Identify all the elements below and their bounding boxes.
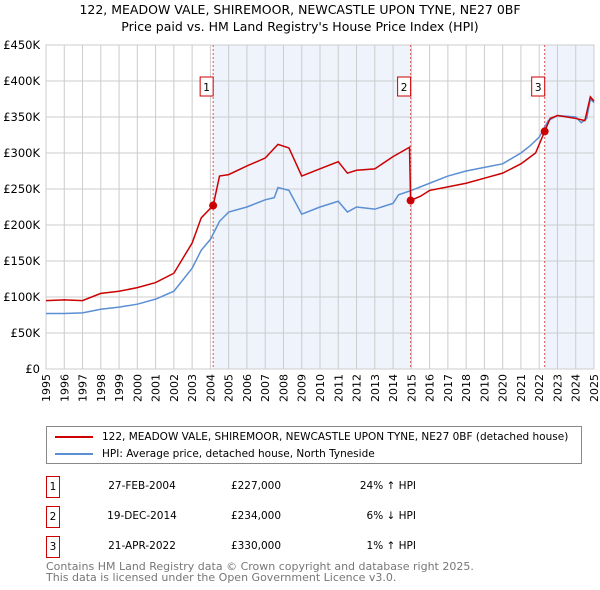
x-tick-label: 2012 [351, 374, 364, 402]
x-tick-label: 1996 [58, 374, 71, 402]
x-tick-label: 2017 [442, 374, 455, 402]
transaction-number: 1 [46, 476, 60, 498]
x-tick-label: 2023 [551, 374, 564, 402]
legend-label: 122, MEADOW VALE, SHIREMOOR, NEWCASTLE U… [102, 431, 569, 443]
transaction-date: 27-FEB-2004 [108, 480, 176, 492]
x-tick-label: 1998 [95, 374, 108, 402]
x-tick-label: 2002 [168, 374, 181, 402]
sale-label: 1 [203, 82, 210, 94]
legend-label: HPI: Average price, detached house, Nort… [102, 448, 375, 460]
x-tick-label: 2014 [387, 374, 400, 402]
x-tick-label: 2011 [332, 374, 345, 402]
footer-copyright: Contains HM Land Registry data © Crown c… [46, 560, 474, 573]
transaction-hpi-delta: 1% ↑ HPI [366, 540, 416, 552]
y-tick-label: £0 [25, 362, 40, 376]
x-tick-label: 2016 [424, 374, 437, 402]
sale-label-box [397, 76, 412, 97]
transaction-hpi-delta: 6% ↓ HPI [366, 510, 416, 522]
legend-swatch-red [55, 436, 93, 438]
x-tick-label: 2013 [369, 374, 382, 402]
x-tick-label: 2020 [497, 374, 510, 402]
x-tick-label: 2009 [296, 374, 309, 402]
y-tick-label: £450K [3, 38, 40, 52]
sale-label-box [199, 76, 214, 97]
transaction-hpi-delta: 24% ↑ HPI [359, 480, 416, 492]
x-tick-label: 2005 [223, 374, 236, 402]
transaction-number: 3 [46, 536, 60, 558]
plot-frame [45, 44, 595, 370]
sale-label-box [531, 76, 546, 97]
price-chart: 1995 1996 1997 1998 1999 2000 2001 2002 2003 2004… [3, 38, 600, 402]
x-tick-label: 2025 [588, 374, 600, 402]
x-tick-label: 2001 [150, 374, 163, 402]
x-tick-label: 2010 [314, 374, 327, 402]
sale-point [540, 127, 549, 136]
x-tick-label: 2024 [570, 374, 583, 402]
transaction-date: 21-APR-2022 [108, 540, 176, 552]
legend: 122, MEADOW VALE, SHIREMOOR, NEWCASTLE U… [46, 426, 582, 464]
legend-item-property: 122, MEADOW VALE, SHIREMOOR, NEWCASTLE U… [55, 429, 568, 445]
y-tick-label: £100K [3, 290, 40, 304]
x-tick-label: 1995 [40, 374, 53, 402]
x-tick-label: 1997 [77, 374, 90, 402]
x-tick-label: 2022 [533, 374, 546, 402]
sale-label: 2 [401, 82, 408, 94]
sale-point [209, 201, 218, 210]
y-tick-label: £350K [3, 110, 40, 124]
legend-swatch-blue [55, 453, 93, 455]
y-tick-label: £250K [3, 182, 40, 196]
chart-subtitle: Price paid vs. HM Land Registry's House … [121, 19, 479, 34]
sale-point [406, 196, 415, 205]
x-tick-label: 2006 [241, 374, 254, 402]
x-tick-label: 2008 [277, 374, 290, 402]
y-tick-label: £400K [3, 74, 40, 88]
sale-label: 3 [535, 82, 542, 94]
shaded-range [544, 45, 594, 369]
transaction-price: £330,000 [230, 540, 282, 552]
x-tick-label: 2021 [515, 374, 528, 402]
y-tick-label: £300K [3, 146, 40, 160]
y-tick-label: £200K [3, 218, 40, 232]
transaction-number: 2 [46, 506, 60, 528]
x-tick-label: 2018 [460, 374, 473, 402]
transaction-price: £234,000 [230, 510, 282, 522]
x-tick-label: 2003 [186, 374, 199, 402]
chart-title: 122, MEADOW VALE, SHIREMOOR, NEWCASTLE U… [79, 2, 521, 17]
y-tick-label: £150K [3, 254, 40, 268]
x-tick-label: 2007 [259, 374, 272, 402]
property-price-line [45, 95, 595, 302]
y-tick-label: £50K [11, 326, 41, 340]
transaction-date: 19-DEC-2014 [107, 510, 177, 522]
x-tick-label: 1999 [113, 374, 126, 402]
x-tick-label: 2004 [204, 374, 217, 402]
footer-licence: This data is licensed under the Open Gov… [46, 571, 397, 584]
x-tick-label: 2019 [478, 374, 491, 402]
legend-item-hpi: HPI: Average price, detached house, Nort… [55, 446, 375, 462]
transaction-price: £227,000 [230, 480, 282, 492]
hpi-line [46, 97, 595, 315]
x-tick-label: 2015 [405, 374, 418, 402]
x-tick-label: 2000 [131, 374, 144, 402]
